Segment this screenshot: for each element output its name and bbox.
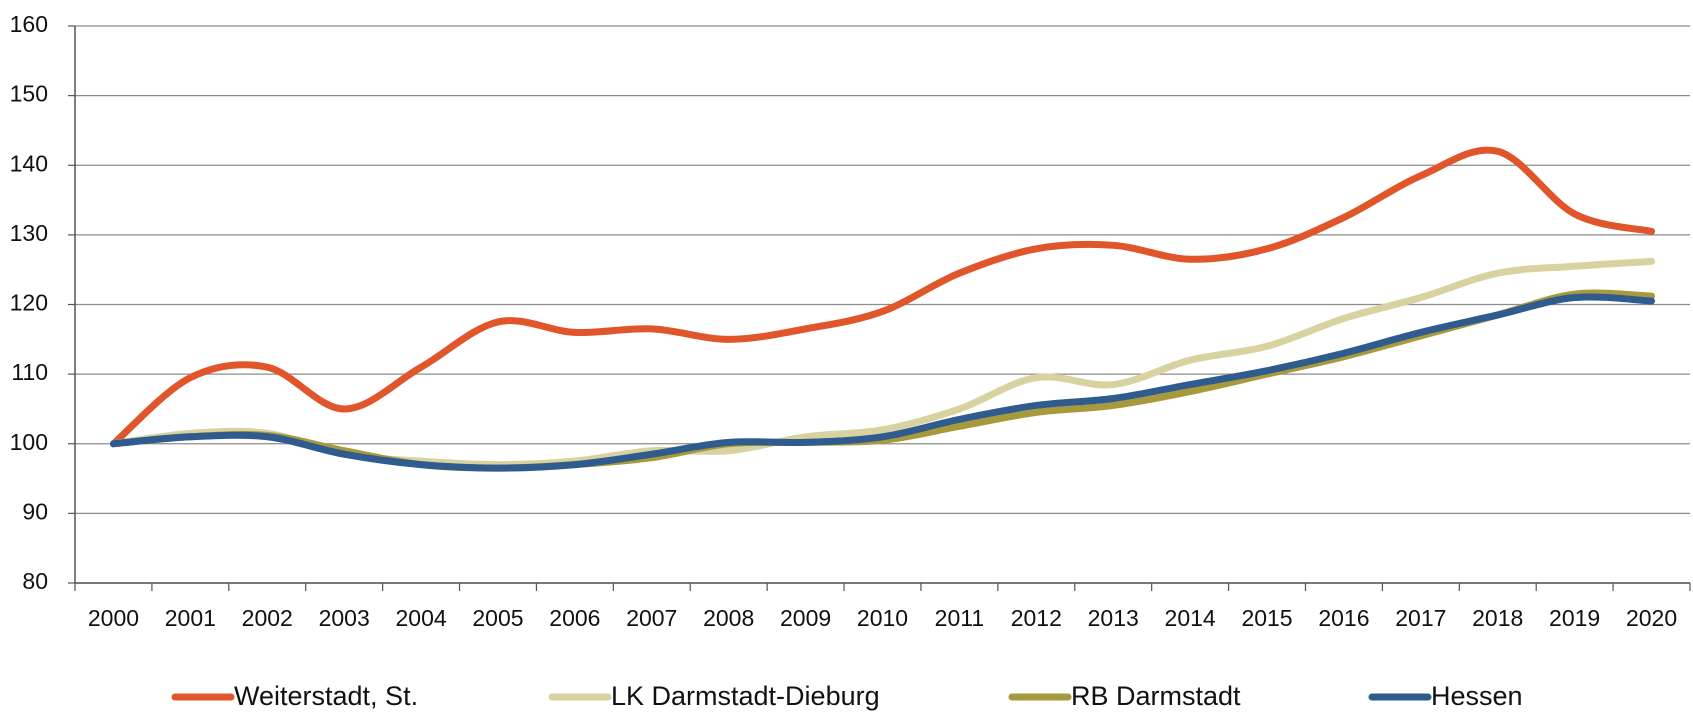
y-tick-label: 80 [22, 568, 48, 594]
x-tick-label: 2014 [1165, 605, 1216, 631]
y-tick-label: 160 [10, 11, 48, 37]
x-tick-label: 2005 [472, 605, 523, 631]
x-tick-label: 2011 [935, 605, 984, 631]
x-tick-label: 2002 [242, 605, 293, 631]
x-tick-label: 2004 [395, 605, 446, 631]
x-tick-label: 2003 [319, 605, 370, 631]
y-tick-label: 110 [11, 359, 48, 385]
legend-label: Hessen [1431, 681, 1523, 711]
x-tick-label: 2009 [780, 605, 831, 631]
legend-label: RB Darmstadt [1071, 681, 1241, 711]
legend-label: LK Darmstadt-Dieburg [611, 681, 880, 711]
x-tick-label: 2016 [1318, 605, 1369, 631]
series-line [109, 293, 1656, 472]
x-tick-label: 2001 [165, 605, 216, 631]
series-line [109, 146, 1656, 448]
y-tick-label: 130 [10, 220, 48, 246]
x-tick-label: 2012 [1011, 605, 1062, 631]
x-tick-label: 2015 [1241, 605, 1292, 631]
series-line [109, 289, 1656, 472]
y-tick-label: 150 [10, 81, 48, 107]
x-tick-label: 2008 [703, 605, 754, 631]
x-tick-label: 2013 [1088, 605, 1139, 631]
x-tick-label: 2007 [626, 605, 677, 631]
y-tick-label: 100 [10, 429, 48, 455]
x-tick-label: 2010 [857, 605, 908, 631]
x-tick-label: 2017 [1395, 605, 1446, 631]
x-tick-label: 2000 [88, 605, 139, 631]
legend-label: Weiterstadt, St. [234, 681, 418, 711]
y-tick-label: 120 [10, 290, 48, 316]
x-tick-label: 2020 [1626, 605, 1677, 631]
x-tick-label: 2018 [1472, 605, 1523, 631]
y-tick-label: 140 [10, 150, 48, 176]
x-tick-label: 2006 [549, 605, 600, 631]
y-tick-label: 90 [22, 498, 48, 524]
x-tick-label: 2019 [1549, 605, 1600, 631]
